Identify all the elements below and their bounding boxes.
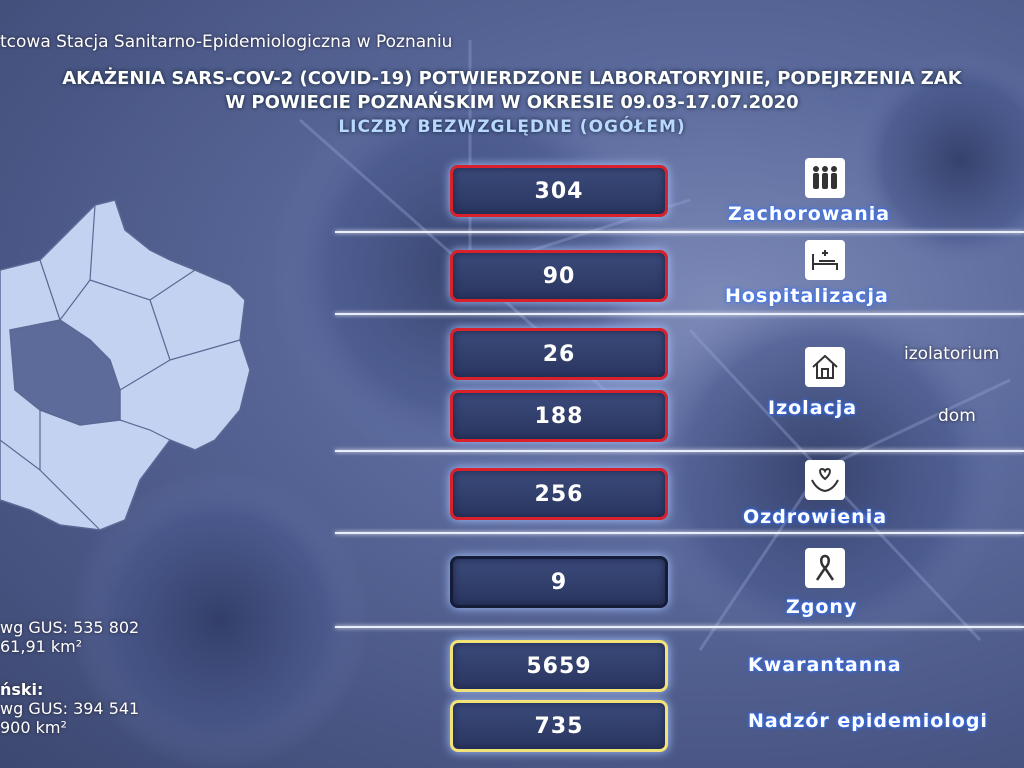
dom-label: dom — [938, 406, 976, 426]
separator — [335, 231, 1024, 233]
nadzor-label: Nadzór epidemiologi — [748, 710, 988, 732]
dom-value: 188 — [534, 403, 584, 429]
ozdrowienia-value-box: 256 — [450, 468, 668, 520]
nadzor-value-box: 735 — [450, 700, 668, 752]
separator — [335, 532, 1024, 534]
izolatorium-value: 26 — [542, 341, 576, 367]
people-icon — [805, 158, 845, 198]
izolatorium-value-box: 26 — [450, 328, 668, 380]
kwarantanna-value-box: 5659 — [450, 640, 668, 692]
nadzor-value: 735 — [534, 713, 584, 739]
stat-population-2: wg GUS: 394 541 — [0, 699, 140, 718]
izolatorium-label: izolatorium — [904, 344, 1000, 364]
hospitalizacja-value-box: 90 — [450, 250, 668, 302]
ozdrowienia-label: Ozdrowienia — [743, 506, 888, 528]
dom-value-box: 188 — [450, 390, 668, 442]
zgony-value-box: 9 — [450, 556, 668, 608]
kwarantanna-value: 5659 — [526, 653, 592, 679]
zachorowania-label: Zachorowania — [728, 203, 891, 225]
kwarantanna-label: Kwarantanna — [748, 654, 902, 676]
ozdrowienia-value: 256 — [534, 481, 584, 507]
institution-name: tcowa Stacja Sanitarno-Epidemiologiczna … — [0, 32, 453, 52]
stat-population-1: wg GUS: 535 802 — [0, 618, 140, 637]
zachorowania-value-box: 304 — [450, 165, 668, 217]
house-icon — [805, 347, 845, 387]
hospital-bed-icon — [805, 240, 845, 280]
separator — [335, 313, 1024, 315]
stat-area-2: 900 km² — [0, 718, 67, 737]
zachorowania-value: 304 — [534, 178, 584, 204]
hospitalizacja-value: 90 — [542, 263, 576, 289]
izolacja-label: Izolacja — [768, 397, 858, 419]
zgony-value: 9 — [550, 569, 568, 595]
hospitalizacja-label: Hospitalizacja — [725, 285, 889, 307]
separator — [335, 450, 1024, 452]
title-line-2: W POWIECIE POZNAŃSKIM W OKRESIE 09.03-17… — [225, 92, 799, 113]
ribbon-icon — [805, 548, 845, 588]
district-map — [0, 199, 251, 531]
stat-area-1: 61,91 km² — [0, 637, 83, 656]
stat-heading-2: ński: — [0, 680, 44, 699]
title-line-1: AKAŻENIA SARS-COV-2 (COVID-19) POTWIERDZ… — [62, 68, 962, 89]
heart-hands-icon — [805, 460, 845, 500]
zgony-label: Zgony — [786, 596, 858, 618]
title-line-3: LICZBY BEZWZGLĘDNE (OGÓŁEM) — [338, 117, 686, 137]
separator — [335, 626, 1024, 628]
